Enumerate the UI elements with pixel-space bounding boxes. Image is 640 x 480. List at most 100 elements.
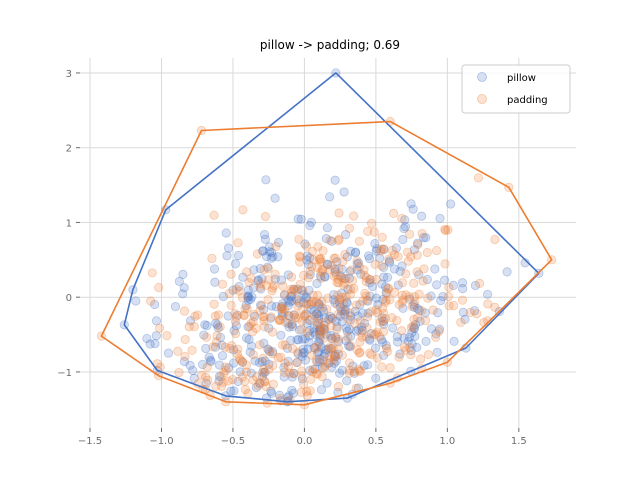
pillow-point xyxy=(370,238,380,249)
padding-point xyxy=(311,343,321,354)
pillow-point xyxy=(391,243,401,253)
pillow-point xyxy=(316,342,327,352)
padding-point xyxy=(255,340,265,350)
padding-point xyxy=(381,295,391,305)
pillow-point xyxy=(274,390,285,400)
padding-point xyxy=(302,387,312,397)
pillow-point xyxy=(357,308,368,318)
padding-point xyxy=(259,316,269,326)
pillow-point xyxy=(257,274,267,284)
padding-point xyxy=(406,350,416,360)
padding-point xyxy=(355,366,365,377)
pillow-point xyxy=(142,333,152,344)
padding-point xyxy=(315,254,325,265)
padding-point xyxy=(402,247,413,257)
pillow-point xyxy=(342,298,352,308)
padding-point xyxy=(387,313,397,323)
padding-point xyxy=(325,357,335,368)
pillow-point xyxy=(289,310,299,320)
padding-point xyxy=(406,252,416,262)
padding-point xyxy=(300,311,310,321)
padding-point xyxy=(295,252,305,262)
padding-point xyxy=(380,314,390,324)
pillow-point xyxy=(392,331,402,342)
pillow-point xyxy=(353,258,364,268)
padding-point xyxy=(318,355,328,365)
padding-point xyxy=(332,277,342,287)
padding-point xyxy=(394,299,404,310)
pillow-point xyxy=(438,291,448,302)
padding-point xyxy=(255,306,265,316)
padding-point xyxy=(334,234,344,244)
pillow-point xyxy=(419,232,429,243)
padding-point xyxy=(443,225,453,235)
pillow-point xyxy=(400,215,410,225)
pillow-point xyxy=(201,378,211,388)
pillow-point xyxy=(315,325,325,335)
pillow-point xyxy=(353,311,363,321)
pillow-point xyxy=(185,316,196,326)
padding-point xyxy=(314,253,324,263)
pillow-point xyxy=(414,305,424,315)
padding-point xyxy=(403,256,413,266)
pillow-point xyxy=(151,316,162,326)
padding-point xyxy=(254,377,264,388)
pillow-point xyxy=(214,371,225,381)
pillow-point xyxy=(250,356,260,366)
padding-point xyxy=(208,342,218,352)
pillow-point xyxy=(310,329,320,340)
pillow-point xyxy=(340,304,350,315)
pillow-point xyxy=(315,326,325,336)
pillow-point xyxy=(382,272,393,282)
padding-point xyxy=(297,304,308,315)
pillow-point xyxy=(282,343,293,353)
pillow-point xyxy=(331,332,341,342)
pillow-point xyxy=(344,341,354,351)
pillow-point xyxy=(226,386,236,396)
pillow-point xyxy=(376,335,387,345)
pillow-point xyxy=(329,295,339,305)
pillow-point xyxy=(388,323,398,333)
padding-point xyxy=(266,312,276,322)
padding-point xyxy=(344,368,354,378)
padding-point xyxy=(279,309,289,319)
padding-point xyxy=(490,302,500,312)
padding-point xyxy=(361,272,371,283)
pillow-point xyxy=(245,294,256,305)
padding-point xyxy=(360,288,370,298)
padding-point xyxy=(375,317,385,327)
pillow-point xyxy=(330,298,340,308)
pillow-point xyxy=(293,284,303,294)
padding-point xyxy=(196,370,207,380)
padding-point xyxy=(276,304,286,314)
padding-point xyxy=(333,235,343,246)
pillow-point xyxy=(363,296,373,306)
padding-point xyxy=(333,334,344,344)
pillow-point xyxy=(305,269,315,280)
pillow-point xyxy=(300,355,311,365)
padding-point xyxy=(346,265,356,275)
pillow-point xyxy=(210,277,220,287)
padding-point xyxy=(372,353,382,363)
pillow-point xyxy=(246,341,257,351)
pillow-point xyxy=(334,297,345,307)
pillow-point xyxy=(314,298,324,309)
padding-point xyxy=(292,296,303,306)
pillow-point xyxy=(288,388,299,398)
padding-point xyxy=(213,310,224,320)
padding-point xyxy=(211,381,221,391)
pillow-point xyxy=(298,348,308,358)
padding-point xyxy=(440,224,450,234)
padding-point xyxy=(382,347,392,357)
padding-point xyxy=(287,287,297,297)
padding-point xyxy=(408,321,418,332)
padding-point xyxy=(362,323,372,333)
pillow-point xyxy=(241,301,251,311)
padding-point xyxy=(154,323,165,333)
padding-point xyxy=(380,297,390,307)
pillow-point xyxy=(206,357,216,367)
padding-point xyxy=(405,343,415,353)
pillow-point xyxy=(421,233,431,243)
padding-point xyxy=(234,286,244,296)
padding-point xyxy=(371,305,381,315)
